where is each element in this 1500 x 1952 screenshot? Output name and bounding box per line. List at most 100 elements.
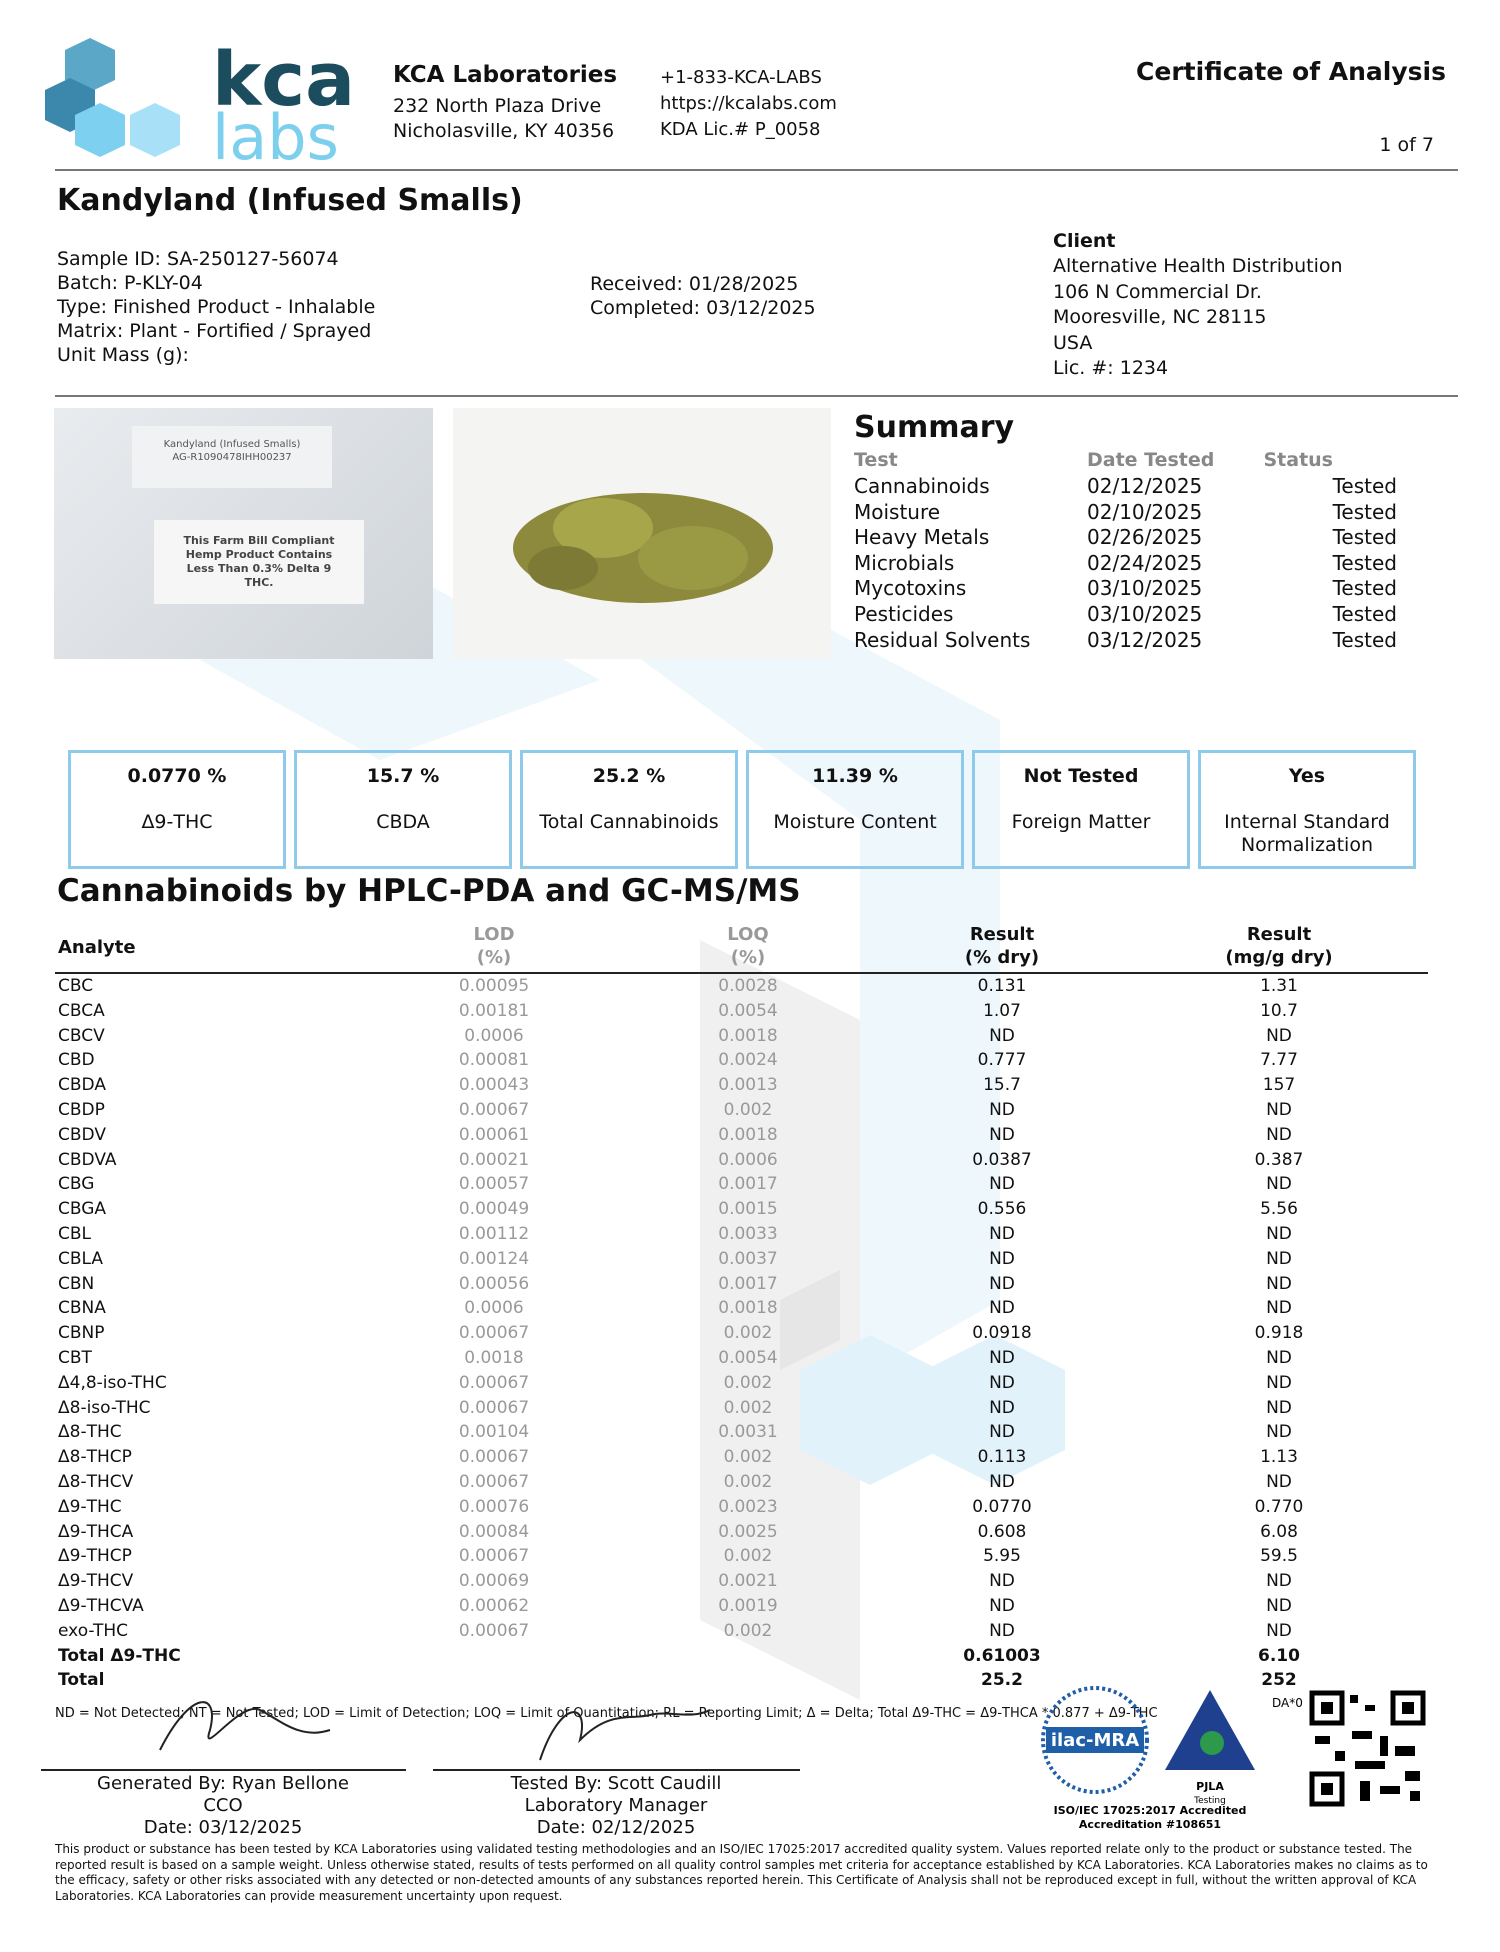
table-cell: 0.00043 — [458, 1075, 530, 1096]
summary-cell: Microbials — [854, 550, 955, 575]
summary-cell: Heavy Metals — [854, 525, 990, 550]
table-cell: 0.002 — [723, 1447, 773, 1468]
table-cell: 0.0028 — [718, 976, 778, 996]
accreditation-number: Accreditation #108651 — [1079, 1818, 1221, 1830]
summary-cell: Cannabinoids — [854, 474, 990, 498]
summary-cell: Mycotoxins — [854, 576, 967, 601]
highlight-box: 11.39 % Moisture Content — [746, 750, 964, 869]
disclaimer: This product or substance has been teste… — [55, 1842, 1428, 1903]
table-cell: 0.00067 — [458, 1397, 530, 1418]
highlight-value: 11.39 % — [812, 765, 898, 787]
summary-cell: 02/12/2025 — [1087, 474, 1203, 498]
table-cell: 0.00057 — [458, 1174, 530, 1195]
table-cell: 0.0387 — [972, 1149, 1032, 1170]
table-cell: ND — [1266, 1472, 1292, 1492]
summary-header: Date Tested — [1087, 449, 1215, 471]
table-cell: 1.31 — [1260, 976, 1298, 996]
table-cell: 1.13 — [1260, 1447, 1298, 1468]
highlight-box: 25.2 % Total Cannabinoids — [520, 750, 738, 869]
table-cell: CBGA — [58, 1199, 107, 1220]
table-cell: ND — [989, 1224, 1015, 1244]
table-cell: CBN — [58, 1273, 95, 1294]
table-cell: 0.00104 — [458, 1422, 530, 1443]
table-cell: exo-THC — [58, 1620, 129, 1641]
table-cell: 0.002 — [723, 1397, 773, 1418]
received: Received: 01/28/2025 — [590, 273, 799, 295]
highlight-value: Not Tested — [1023, 765, 1139, 787]
summary-cell: 02/10/2025 — [1087, 499, 1203, 524]
table-cell: 0.556 — [977, 1199, 1027, 1220]
table-cell: 0.00181 — [458, 1000, 530, 1021]
package-photo: Kandyland (Infused Smalls) AG-R1090478IH… — [54, 408, 433, 659]
table-cell: ND — [1266, 1571, 1292, 1592]
table-cell: 0.0018 — [718, 1025, 778, 1046]
table-cell: ND — [989, 1620, 1015, 1641]
table-cell: 0.0023 — [718, 1496, 778, 1517]
table-cell: 0.00021 — [458, 1149, 530, 1170]
signature-name: Tested By: Scott Caudill — [510, 1773, 722, 1794]
type: Type: Finished Product - Inhalable — [57, 296, 376, 318]
table-cell: 0.00067 — [458, 1100, 530, 1120]
table-total: Total Δ9-THC — [58, 1645, 181, 1666]
table-cell: 157 — [1262, 1075, 1296, 1096]
table-cell: ND — [1266, 1397, 1292, 1418]
summary-cell: Tested — [1332, 474, 1397, 498]
table-cell: ND — [989, 1422, 1015, 1443]
table-cell: Δ9-THCVA — [58, 1596, 144, 1616]
table-cell: ND — [1266, 1174, 1292, 1195]
table-cell: 0.00049 — [458, 1199, 530, 1220]
highlight-value: Yes — [1288, 765, 1326, 787]
table-cell: CBCV — [58, 1025, 105, 1046]
table-cell: 0.00124 — [458, 1248, 530, 1269]
address: 232 North Plaza Drive — [393, 95, 602, 117]
summary-cell: Residual Solvents — [854, 627, 1031, 652]
unit-mass: Unit Mass (g): — [57, 344, 189, 366]
table-cell: ND — [1266, 1620, 1292, 1641]
table-total: 0.61003 — [963, 1645, 1041, 1666]
table-cell: 0.113 — [977, 1447, 1027, 1468]
sample-id: Sample ID: SA-250127-56074 — [57, 248, 339, 270]
pjla: PJLA — [1196, 1780, 1224, 1793]
website: https://kcalabs.com — [660, 93, 837, 114]
highlight-label: CBDA — [376, 811, 430, 833]
table-cell: 0.0015 — [718, 1199, 778, 1220]
table-cell: CBC — [58, 976, 94, 996]
footnote: ND = Not Detected; NT = Not Tested; LOD … — [55, 1706, 1158, 1721]
table-cell: ND — [1266, 1298, 1292, 1319]
table-cell: 0.0770 — [972, 1496, 1032, 1517]
table-header: LOQ — [727, 924, 769, 945]
table-cell: ND — [1266, 1124, 1292, 1145]
document-title: Certificate of Analysis — [1136, 57, 1446, 86]
table-cell: ND — [989, 1100, 1015, 1120]
table-cell: CBDP — [58, 1100, 105, 1120]
table-cell: 0.387 — [1254, 1149, 1304, 1170]
table-cell: ND — [1266, 1273, 1292, 1294]
table-cell: 0.0054 — [718, 1000, 778, 1021]
ilac-logo: ilac-MRA — [1051, 1730, 1139, 1751]
table-total: Total — [58, 1670, 105, 1691]
batch: Batch: P-KLY-04 — [57, 272, 203, 294]
highlight-box: 0.0770 % Δ9-THC — [68, 750, 286, 869]
signature-line — [433, 1769, 800, 1771]
client-line: Lic. #: 1234 — [1053, 357, 1169, 379]
table-cell: 0.131 — [977, 976, 1027, 996]
accreditation-logos: ilac-MRA PJLA Testing ISO/IEC 17025:2017… — [1041, 1686, 1426, 1830]
client-line: Alternative Health Distribution — [1053, 255, 1343, 277]
phone: +1-833-KCA-LABS — [660, 67, 822, 88]
divider — [55, 395, 1458, 397]
table-cell: Δ8-THCP — [58, 1447, 132, 1468]
logo-top: kca — [212, 37, 355, 123]
table-cell: Δ9-THCP — [58, 1546, 132, 1567]
summary-title: Summary — [854, 410, 1015, 445]
table-cell: 0.0019 — [718, 1596, 778, 1616]
label-code: AG-R1090478IHH00237 — [172, 452, 292, 463]
table-cell: ND — [1266, 1372, 1292, 1393]
summary-header: Status — [1263, 449, 1333, 471]
summary-cell: Tested — [1332, 602, 1397, 626]
divider — [55, 169, 1458, 171]
table-cell: 0.770 — [1254, 1496, 1304, 1517]
table-cell: 0.00067 — [458, 1372, 530, 1393]
table-cell: 10.7 — [1260, 1000, 1298, 1021]
table-cell: 0.0006 — [464, 1025, 524, 1046]
